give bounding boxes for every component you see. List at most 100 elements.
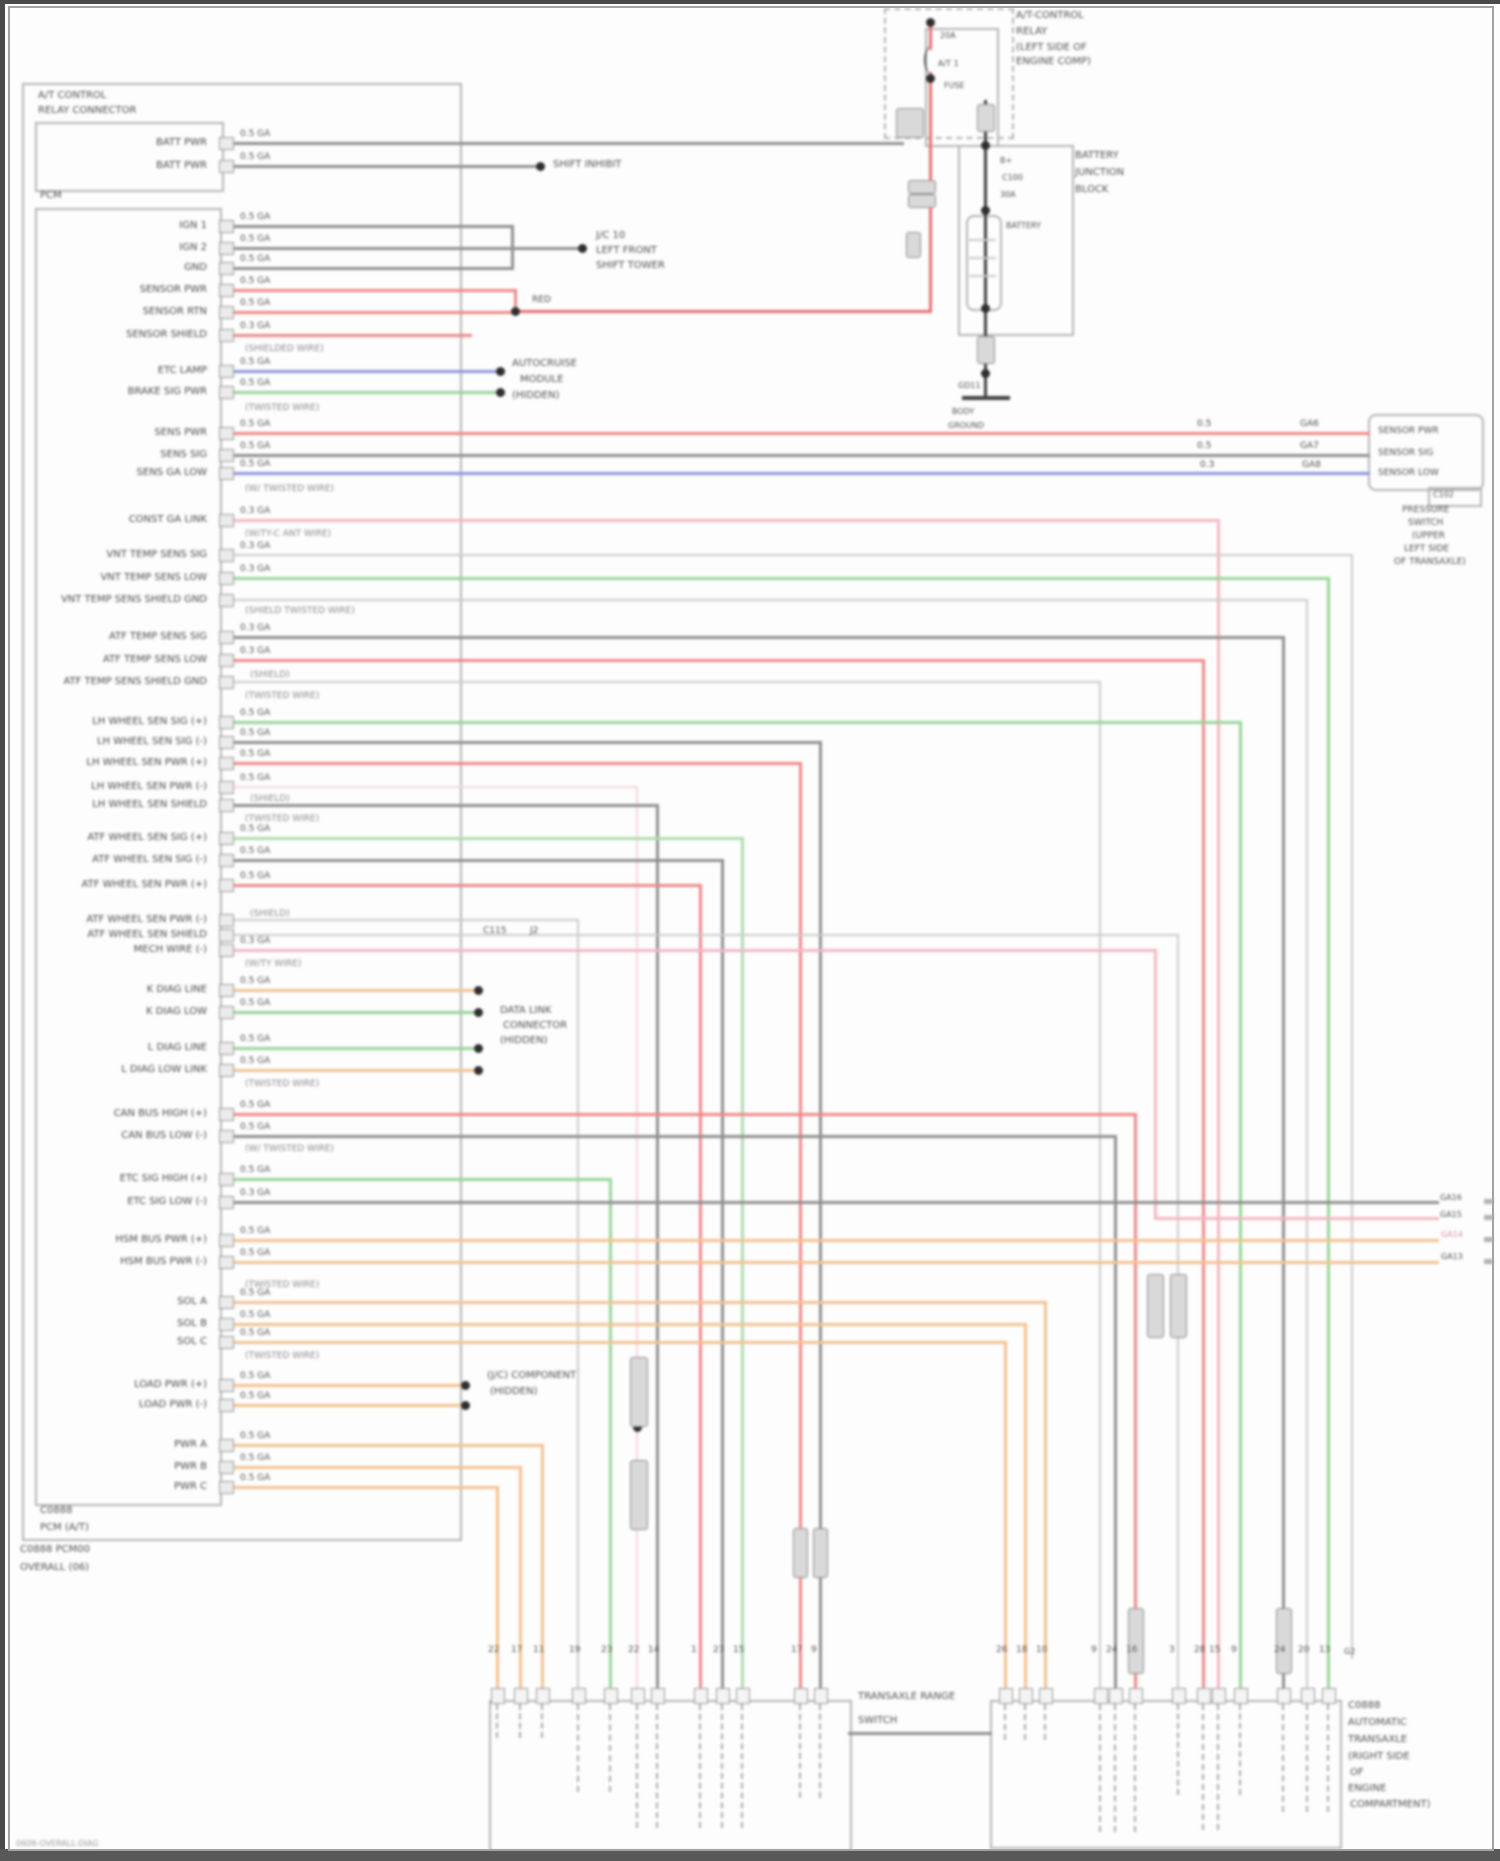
wire-gauge-label: 0.5 GA xyxy=(240,1226,271,1236)
pcm-pin xyxy=(219,160,234,173)
diagram-text: ENGINE COMP) xyxy=(1016,56,1091,67)
wire-gauge-label: 0.3 GA xyxy=(240,936,271,946)
diagram-text: GA6 xyxy=(1300,419,1319,429)
connector-internal-wire xyxy=(1239,1704,1241,1795)
wire-gauge-label: 0.5 GA xyxy=(240,1122,271,1132)
pcm-pin xyxy=(219,449,234,462)
pcm-pin-label: VNT TEMP SENS LOW xyxy=(100,572,207,583)
wire-gauge-label: 0.5 GA xyxy=(240,1310,271,1320)
diagram-text: OF TRANSAXLE) xyxy=(1394,557,1466,567)
edge-continuation-tick xyxy=(1484,1237,1493,1242)
pcm-pin-label: SENS GA LOW xyxy=(136,467,207,478)
pcm-pin-label: VNT TEMP SENS SIG xyxy=(106,549,207,560)
connector-pin-box xyxy=(604,1688,618,1704)
fuse-symbol xyxy=(924,46,938,74)
wire-segment xyxy=(233,786,638,788)
connector-pin-box xyxy=(536,1688,550,1704)
pcm-pin xyxy=(219,1130,234,1143)
pcm-pin-label: LH WHEEL SEN PWR (+) xyxy=(86,757,207,768)
connector-symbol xyxy=(630,1460,648,1530)
wire-segment xyxy=(233,1200,1439,1204)
junction-dot xyxy=(980,140,990,150)
pcm-pin xyxy=(219,1108,234,1121)
wire-segment xyxy=(233,246,584,250)
wire-gauge-label: 0.3 GA xyxy=(240,541,271,551)
transaxle-box xyxy=(990,1700,1342,1849)
connector-pin-number: 11 xyxy=(533,1645,545,1655)
pcm-pin xyxy=(219,594,234,607)
wire-segment xyxy=(1326,578,1330,1702)
diagram-text: AUTOCRUISE xyxy=(512,358,578,369)
wire-gauge-label: 0.5 GA xyxy=(240,1391,271,1401)
wire-segment xyxy=(928,72,932,97)
pcm-pin xyxy=(219,549,234,562)
connector-pin-box xyxy=(1129,1688,1143,1704)
pcm-pin-label: SENSOR RTN xyxy=(142,306,207,317)
pcm-pin-label: LOAD PWR (+) xyxy=(134,1379,207,1390)
connector-internal-wire xyxy=(1217,1704,1219,1830)
connector-pin-box xyxy=(999,1688,1013,1704)
diagram-text: (W/TY-C ANT WIRE) xyxy=(245,529,332,539)
diagram-text: OVERALL (06) xyxy=(20,1562,90,1573)
junction-dot xyxy=(980,205,990,215)
pcm-pin xyxy=(219,929,234,942)
wire-gauge-label: 0.5 GA xyxy=(240,976,271,986)
connector-pin-box xyxy=(694,1688,708,1704)
wire-segment xyxy=(233,1300,1047,1304)
wire-segment xyxy=(1023,1324,1027,1702)
pcm-pin-label: LH WHEEL SEN SHIELD xyxy=(92,799,207,810)
connector-pin-box xyxy=(1094,1688,1108,1704)
fuse-compartment-box xyxy=(884,8,1014,139)
wire-segment xyxy=(233,1340,1007,1344)
pcm-pin-label: SOL B xyxy=(177,1318,207,1329)
wire-segment xyxy=(969,239,996,241)
pcm-pin xyxy=(219,514,234,527)
wire-gauge-label: 0.5 GA xyxy=(240,1288,271,1298)
connector-internal-wire xyxy=(799,1704,801,1798)
wire-segment xyxy=(1043,1302,1047,1702)
wire-segment xyxy=(233,369,502,373)
connector-internal-wire xyxy=(1202,1704,1204,1830)
wire-segment xyxy=(1238,722,1242,1702)
diagram-text: C100 xyxy=(1002,173,1023,182)
wire-segment xyxy=(848,1731,992,1735)
wire-gauge-label: 0.3 GA xyxy=(240,564,271,574)
wire-segment xyxy=(233,1177,612,1181)
wire-segment xyxy=(233,919,579,921)
wire-gauge-label: 0.5 GA xyxy=(240,419,271,429)
junction-dot xyxy=(460,1400,470,1410)
wire-gauge-label: 0.5 GA xyxy=(240,357,271,367)
wire-segment xyxy=(969,257,996,259)
connector-internal-wire xyxy=(819,1704,821,1798)
diagram-text: (W/TY WIRE) xyxy=(245,959,302,969)
wire-segment xyxy=(1113,1136,1117,1702)
page-border-top xyxy=(0,0,1500,4)
diagram-text: C102 xyxy=(1433,490,1454,499)
diagram-text: ENGINE xyxy=(1348,1783,1387,1794)
pcm-pin-label: IGN 2 xyxy=(179,242,207,253)
wire-gauge-label: 0.5 GA xyxy=(240,1431,271,1441)
diagram-text: SENSOR PWR xyxy=(1378,426,1439,436)
diagram-text: A/T 1 xyxy=(938,59,959,68)
junction-dot xyxy=(577,243,587,253)
diagram-text: BODY xyxy=(952,407,975,416)
connector-pin-number: 22 xyxy=(488,1645,500,1655)
pcm-pin xyxy=(219,781,234,794)
diagram-text: 20A xyxy=(940,31,956,40)
pcm-pin-label: ETC LAMP xyxy=(157,365,207,376)
connector-pin-box xyxy=(1039,1688,1053,1704)
junction-dot xyxy=(632,1422,642,1432)
pcm-pin-label: GND xyxy=(184,262,207,273)
connector-pin-number: 19 xyxy=(569,1645,581,1655)
wire-segment xyxy=(983,100,987,399)
diagram-text: 0.3 xyxy=(1200,460,1215,470)
wire-gauge-label: 0.5 GA xyxy=(240,1165,271,1175)
connector-pin-box xyxy=(1301,1688,1315,1704)
pcm-pin-label: MECH WIRE (-) xyxy=(133,944,207,955)
wire-segment xyxy=(740,838,744,1702)
diagram-text: GA13 xyxy=(1441,1252,1463,1261)
wire-segment xyxy=(1351,555,1353,1659)
junction-dot xyxy=(460,1380,470,1390)
diagram-text: (SHIELDED WIRE) xyxy=(245,344,324,354)
connector-pin-number: 23 xyxy=(601,1645,613,1655)
